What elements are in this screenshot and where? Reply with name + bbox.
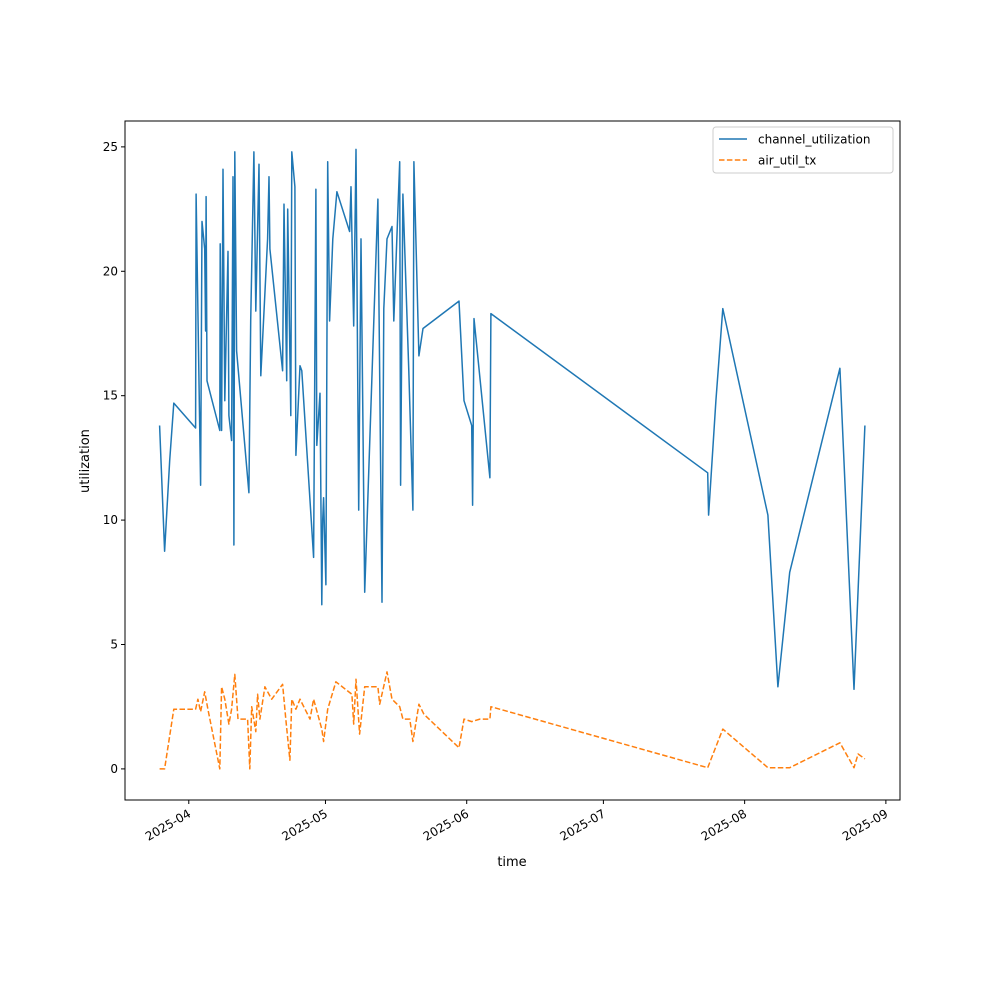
axes-frame: [124, 120, 901, 801]
y-axis-label: utilization: [78, 429, 93, 493]
legend-box: [712, 126, 894, 174]
y-tick-label: 15: [103, 389, 118, 403]
legend-entry: air_util_tx: [758, 154, 816, 168]
y-tick-label: 20: [103, 264, 118, 278]
y-tick-label: 5: [110, 637, 118, 651]
series-line-air-util-tx: [159, 671, 866, 770]
x-axis-label: time: [497, 855, 526, 870]
y-tick-label: 25: [103, 140, 118, 154]
legend-entry: channel_utilization: [758, 133, 870, 147]
legend: channel_utilization air_util_tx: [712, 126, 894, 174]
y-tick-label: 0: [110, 762, 118, 776]
y-tick-label: 10: [103, 513, 118, 527]
series-line-channel-utilization: [158, 148, 866, 691]
y-axis: 0 5 10 15 20 25: [103, 140, 125, 776]
plot-area: [158, 148, 866, 770]
